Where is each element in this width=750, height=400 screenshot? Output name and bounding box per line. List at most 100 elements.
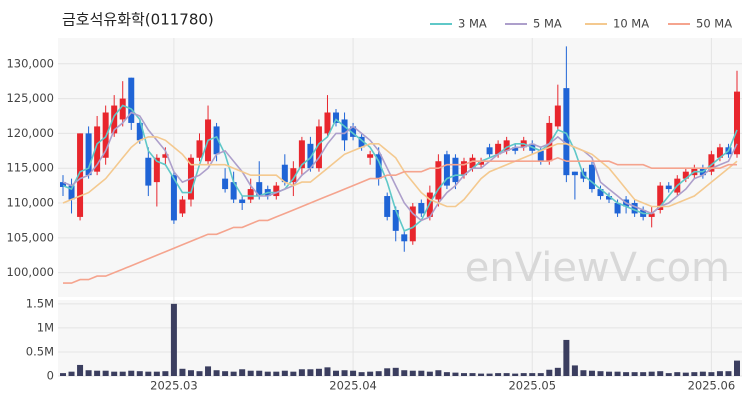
volume-bar — [418, 370, 425, 376]
ma-line — [62, 104, 738, 232]
volume-bar — [588, 370, 595, 376]
x-tick-label: 2025.04 — [329, 379, 377, 393]
candle-body — [179, 199, 186, 214]
y-tick-label: 125,000 — [6, 91, 54, 105]
x-tick-label: 2025.06 — [688, 379, 736, 393]
y-tick-label: 110,000 — [6, 196, 54, 210]
ma-line — [62, 136, 738, 208]
candle-body — [495, 143, 502, 155]
y-tick-label: 120,000 — [6, 126, 54, 140]
candle-body — [145, 157, 152, 186]
volume-bar — [674, 372, 681, 376]
candle-body — [85, 133, 92, 176]
volume-bar — [520, 373, 527, 376]
candle-body — [153, 157, 160, 183]
volume-bar — [460, 373, 467, 376]
volume-bar — [367, 371, 374, 376]
candle-body — [469, 157, 476, 169]
volume-bar — [247, 370, 254, 376]
candle-body — [418, 203, 425, 214]
candle-body — [298, 140, 305, 169]
y-tick-label: 0 — [47, 369, 54, 383]
volume-bar — [77, 364, 84, 376]
volume-bar — [443, 372, 450, 376]
chart-title: 금호석유화학(011780) — [62, 11, 214, 29]
candle-body — [384, 196, 391, 217]
volume-bar — [606, 371, 613, 376]
volume-bar — [68, 371, 75, 376]
volume-bar — [614, 371, 621, 376]
candle-body — [435, 161, 442, 200]
candle-body — [119, 98, 126, 120]
volume-bar — [298, 369, 305, 376]
volume-bar — [640, 372, 647, 376]
y-tick-label: 115,000 — [6, 161, 54, 175]
candle-body — [230, 182, 237, 200]
candle-body — [682, 171, 689, 179]
volume-bar — [435, 370, 442, 376]
candle-body — [162, 154, 169, 158]
y-tick-label: 1.5M — [26, 296, 54, 310]
volume-bar — [94, 370, 101, 376]
volume-bar — [699, 371, 706, 376]
ma-line — [62, 111, 738, 222]
candle-body — [290, 168, 297, 183]
volume-bar — [213, 370, 220, 376]
candle-body — [375, 154, 382, 179]
legend-label: 10 MA — [613, 17, 649, 31]
volume-bar — [230, 371, 237, 376]
candle-body — [503, 140, 510, 151]
volume-bar — [179, 368, 186, 376]
volume-bar — [128, 370, 135, 376]
candle-body — [256, 182, 263, 197]
volume-bar — [537, 373, 544, 376]
candle-body — [614, 203, 621, 214]
candle-body — [273, 185, 280, 197]
watermark: enViewV.com — [465, 245, 730, 291]
volume-bar — [546, 369, 553, 376]
volume-bar — [162, 371, 169, 376]
candle-body — [350, 126, 357, 137]
y-tick-label: 1M — [37, 320, 54, 334]
volume-bar — [153, 371, 160, 376]
candle-body — [537, 150, 544, 162]
volume-bar — [409, 370, 416, 376]
volume-bar — [716, 371, 723, 376]
candle-body — [443, 154, 450, 186]
candle-body — [554, 105, 561, 127]
volume-bar — [239, 369, 246, 376]
y-tick-label: 100,000 — [6, 265, 54, 279]
candle-body — [77, 133, 84, 217]
volume-bar — [324, 367, 331, 376]
candle-body — [281, 164, 288, 183]
volume-bar — [256, 370, 263, 376]
candle-body — [563, 88, 570, 176]
candle-body — [333, 112, 340, 123]
volume-bar — [111, 371, 118, 376]
candle-body — [665, 185, 672, 190]
volume-bar — [187, 370, 194, 376]
volume-bar — [333, 370, 340, 376]
legend-label: 5 MA — [533, 17, 562, 31]
candle-body — [367, 154, 374, 158]
volume-bar — [580, 370, 587, 376]
candle-body — [247, 189, 254, 200]
volume-bar — [315, 368, 322, 376]
candle-body — [716, 147, 723, 158]
candle-body — [136, 122, 143, 141]
volume-bar — [341, 370, 348, 376]
y-tick-label: 0.5M — [26, 344, 54, 358]
candle-body — [606, 196, 613, 200]
volume-bar — [571, 365, 578, 376]
legend-label: 3 MA — [458, 17, 487, 31]
y-tick-label: 105,000 — [6, 230, 54, 244]
volume-bar — [708, 372, 715, 376]
volume-bar — [281, 370, 288, 376]
volume-bar — [503, 373, 510, 376]
candle-body — [239, 199, 246, 204]
volume-bar — [623, 372, 630, 376]
candle-body — [478, 161, 485, 165]
candle-body — [571, 171, 578, 176]
ma-line — [63, 156, 737, 284]
